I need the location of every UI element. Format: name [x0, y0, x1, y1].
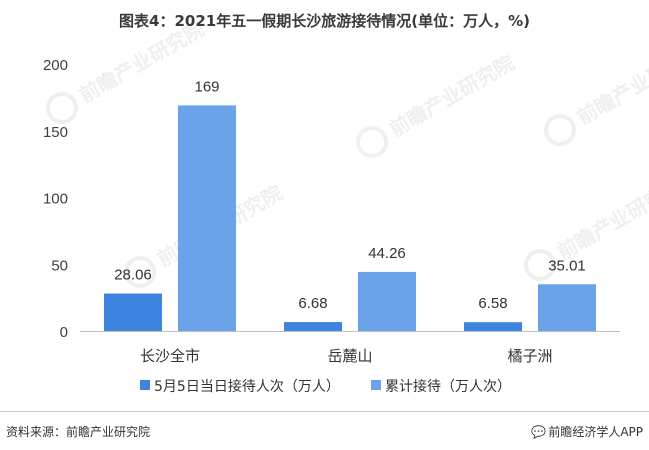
bar: [358, 271, 416, 331]
watermark-text: 前瞻产业研究院: [573, 39, 649, 130]
chart-title: 图表4：2021年五一假期长沙旅游接待情况(单位：万人，%): [119, 12, 530, 30]
legend-label: 5月5日当日接待人次（万人）: [154, 378, 340, 395]
watermark-logo-icon: [524, 249, 556, 281]
legend-swatch: [140, 380, 150, 390]
y-tick-label: 150: [43, 124, 68, 141]
watermark-logo-icon: [124, 256, 156, 288]
bars: 28.06 169 6.68 44.26 6.58 35.01: [104, 78, 596, 331]
legend-swatch: [371, 380, 381, 390]
watermark: 前瞻产业研究院: [356, 51, 518, 158]
y-tick-label: 50: [51, 257, 68, 274]
source-text: 资料来源：前瞻产业研究院: [6, 425, 151, 439]
x-tick-label: 岳麓山: [327, 347, 372, 365]
data-label: 28.06: [114, 267, 152, 284]
speech-bubble-icon: 💬: [531, 425, 547, 439]
bar: [104, 293, 162, 331]
data-label: 44.26: [368, 245, 406, 262]
data-label: 6.58: [478, 295, 507, 312]
data-label: 35.01: [548, 257, 586, 274]
y-tick-label: 200: [43, 57, 68, 74]
data-label: 169: [194, 78, 219, 95]
bar: [464, 322, 522, 331]
watermark-text: 前瞻产业研究院: [385, 51, 518, 142]
x-tick-label: 橘子洲: [507, 347, 552, 365]
watermark-logo-icon: [46, 92, 78, 124]
x-tick-label: 长沙全市: [140, 347, 200, 365]
bar: [178, 105, 236, 331]
brand: 💬 前瞻经济学人APP: [531, 423, 643, 440]
watermark-text: 前瞻产业研究院: [75, 17, 208, 108]
legend-label: 累计接待（万人次）: [385, 378, 511, 395]
watermark-text: 前瞻产业研究院: [553, 174, 649, 265]
watermarks: 前瞻产业研究院前瞻产业研究院前瞻产业研究院前瞻产业研究院前瞻产业研究院: [46, 17, 649, 288]
watermark-logo-icon: [356, 126, 388, 158]
bar: [284, 322, 342, 331]
brand-text: 前瞻经济学人APP: [548, 425, 643, 439]
watermark-logo-icon: [544, 114, 576, 146]
legend: 5月5日当日接待人次（万人） 累计接待（万人次）: [140, 378, 511, 395]
x-axis: 长沙全市 岳麓山 橘子洲: [80, 331, 620, 365]
footer: 资料来源：前瞻产业研究院 💬 前瞻经济学人APP: [0, 411, 649, 450]
y-tick-label: 0: [60, 324, 68, 341]
bar: [538, 284, 596, 331]
y-tick-label: 100: [43, 191, 68, 208]
watermark: 前瞻产业研究院: [544, 39, 649, 146]
y-axis: 0 50 100 150 200: [43, 57, 68, 341]
bar-chart: 前瞻产业研究院前瞻产业研究院前瞻产业研究院前瞻产业研究院前瞻产业研究院 0 50 1…: [43, 17, 649, 395]
data-label: 6.68: [298, 295, 327, 312]
